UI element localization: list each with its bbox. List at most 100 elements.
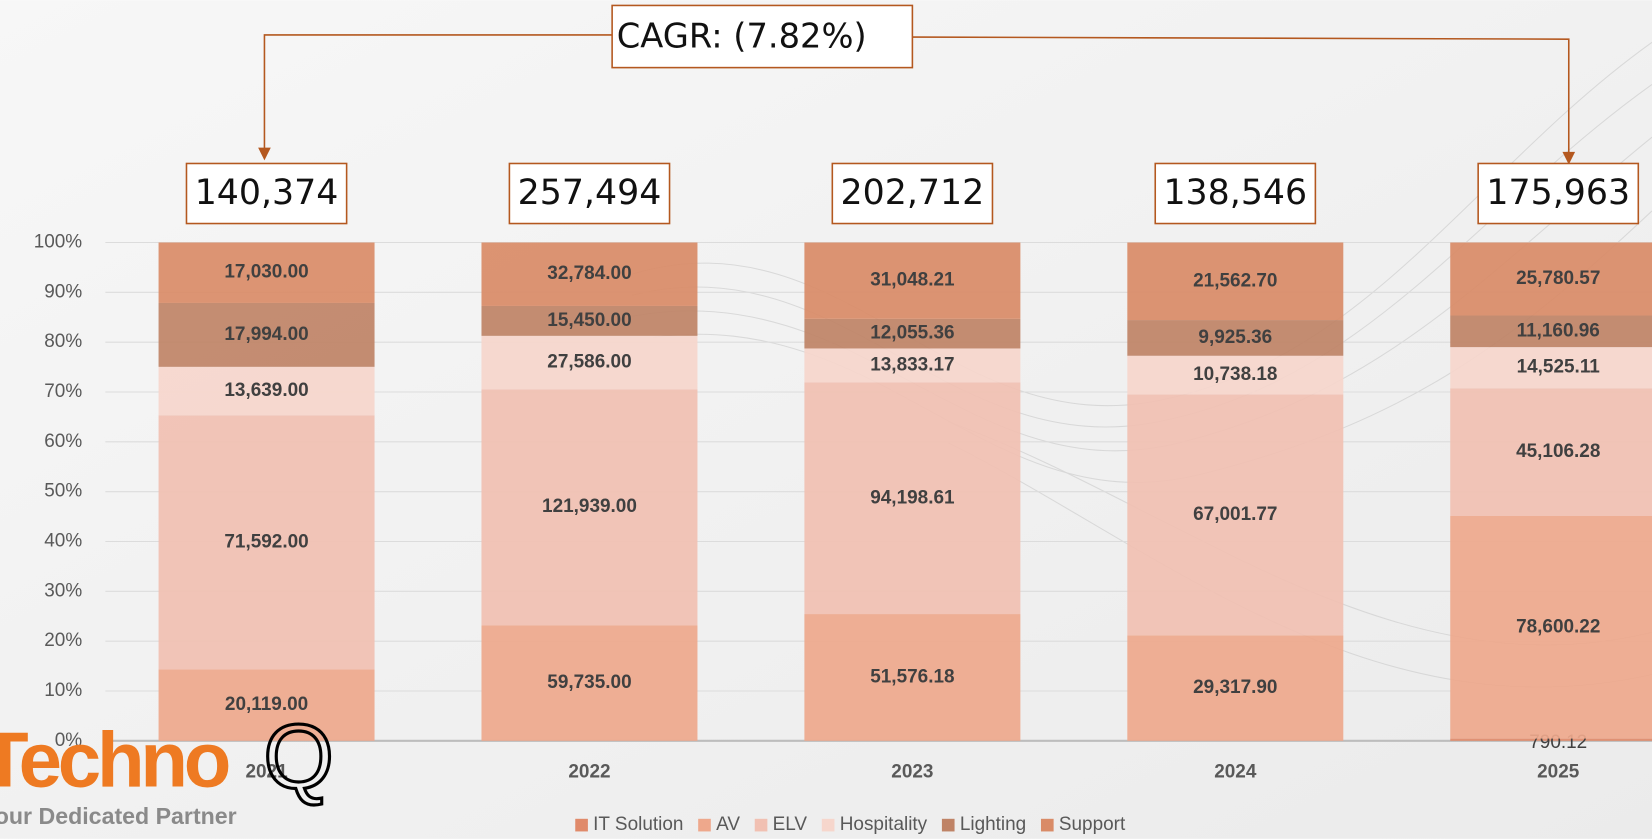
bar-segment — [1127, 242, 1344, 321]
data-label: 94,198.61 — [870, 487, 955, 508]
data-label: 10,738.18 — [1193, 364, 1277, 385]
bar-segment — [481, 242, 698, 306]
data-label: 71,592.00 — [224, 531, 308, 552]
y-tick-label: 100% — [34, 232, 83, 253]
bar-segment — [1127, 394, 1344, 636]
legend-swatch — [941, 818, 955, 832]
data-label: 51,576.18 — [870, 666, 954, 687]
legend-label: ELV — [773, 814, 808, 835]
bar-segment — [804, 382, 1021, 615]
bar-segment — [1450, 347, 1652, 389]
data-label: 14,525.11 — [1517, 357, 1601, 378]
logo-tagline: Your Dedicated Partner — [0, 803, 237, 829]
data-label: 13,639.00 — [224, 380, 308, 401]
total-box — [508, 162, 671, 225]
total-box — [1477, 162, 1640, 225]
bar-segment — [158, 366, 375, 416]
total-box — [831, 162, 994, 225]
bar-segment — [804, 318, 1021, 349]
total-label: 202,712 — [841, 173, 985, 213]
y-tick-label: 60% — [44, 431, 82, 452]
legend-label: Support — [1059, 814, 1126, 835]
y-tick-label: 70% — [44, 381, 82, 402]
bar-segment — [158, 242, 375, 303]
arrow-head — [1562, 151, 1576, 165]
legend-label: AV — [716, 814, 740, 835]
y-tick-label: 90% — [44, 281, 82, 302]
x-tick-label: 2021 — [245, 761, 288, 782]
arrow-line — [263, 34, 613, 157]
total-label: 140,374 — [195, 173, 339, 213]
total-box — [185, 162, 348, 225]
data-label: 32,784.00 — [547, 263, 631, 284]
y-tick-label: 40% — [44, 531, 82, 552]
bar-segment — [158, 415, 375, 670]
arrow-head — [258, 147, 271, 161]
data-label: 45,106.28 — [1516, 441, 1600, 462]
data-label: 29,317.90 — [1193, 677, 1277, 698]
bar-segment — [1450, 738, 1652, 741]
bar-segment — [481, 305, 698, 336]
y-tick-label: 20% — [44, 630, 82, 651]
total-label: 175,963 — [1486, 173, 1630, 213]
cagr-annotation: CAGR: (7.82%) — [258, 4, 1576, 165]
legend-swatch — [575, 818, 588, 832]
legend-swatch — [821, 818, 835, 832]
data-label: 31,048.21 — [870, 270, 955, 291]
data-label: 17,994.00 — [224, 324, 308, 345]
data-label: 25,780.57 — [1516, 268, 1600, 289]
bar-segment — [804, 242, 1021, 319]
legend-label: Lighting — [960, 814, 1026, 835]
y-tick-label: 80% — [44, 331, 82, 352]
bar-segment — [481, 389, 698, 626]
data-label: 17,030.00 — [224, 262, 308, 283]
bar-segment — [1450, 315, 1652, 348]
bar-segment — [1450, 516, 1652, 739]
y-tick-label: 50% — [44, 481, 82, 502]
legend-label: IT Solution — [593, 814, 683, 835]
data-label: 21,562.70 — [1193, 270, 1277, 291]
x-tick-label: 2024 — [1214, 761, 1257, 782]
bar-segment — [158, 302, 375, 367]
data-label: 121,939.00 — [542, 496, 637, 517]
y-tick-label: 0% — [55, 730, 83, 751]
data-label: 67,001.77 — [1193, 504, 1277, 525]
legend-swatch — [754, 818, 768, 832]
annotation-box — [611, 4, 914, 69]
legend-swatch — [1040, 818, 1054, 832]
bar-segment — [804, 348, 1021, 383]
y-tick-label: 30% — [44, 580, 82, 601]
x-tick-label: 2023 — [891, 761, 933, 782]
data-label: 27,586.00 — [547, 352, 631, 373]
total-box — [1154, 162, 1317, 225]
arrow-line — [912, 36, 1570, 159]
total-label: 257,494 — [518, 173, 662, 213]
bar-segment — [804, 614, 1021, 741]
bar-segment — [1127, 355, 1344, 395]
logo-mark: Q — [263, 707, 333, 808]
total-label: 138,546 — [1163, 173, 1307, 213]
annotation-text: CAGR: (7.82%) — [617, 17, 867, 56]
data-label: 78,600.22 — [1516, 616, 1600, 637]
bar-segment — [158, 669, 375, 741]
bar-segment — [1127, 635, 1344, 741]
bar-segment — [1450, 242, 1652, 316]
data-label: 20,119.00 — [225, 694, 308, 715]
data-label: 11,160.96 — [1517, 320, 1600, 341]
data-label: 12,055.36 — [870, 323, 954, 344]
x-tick-label: 2022 — [568, 761, 610, 782]
x-tick-label: 2025 — [1537, 761, 1580, 782]
bar-segment — [481, 335, 698, 390]
logo: Techno Q Your Dedicated Partner — [0, 705, 335, 829]
legend-swatch — [698, 818, 711, 832]
y-tick-label: 10% — [44, 680, 82, 701]
data-label: 9,925.36 — [1198, 327, 1272, 348]
bar-segment — [1450, 388, 1652, 517]
bar-segment — [1127, 320, 1344, 356]
legend-label: Hospitality — [840, 814, 928, 835]
data-label: 13,833.17 — [870, 354, 954, 375]
logo-brand: Techno — [0, 716, 229, 804]
bar-segment — [481, 625, 698, 741]
data-label: 59,735.00 — [547, 672, 631, 693]
